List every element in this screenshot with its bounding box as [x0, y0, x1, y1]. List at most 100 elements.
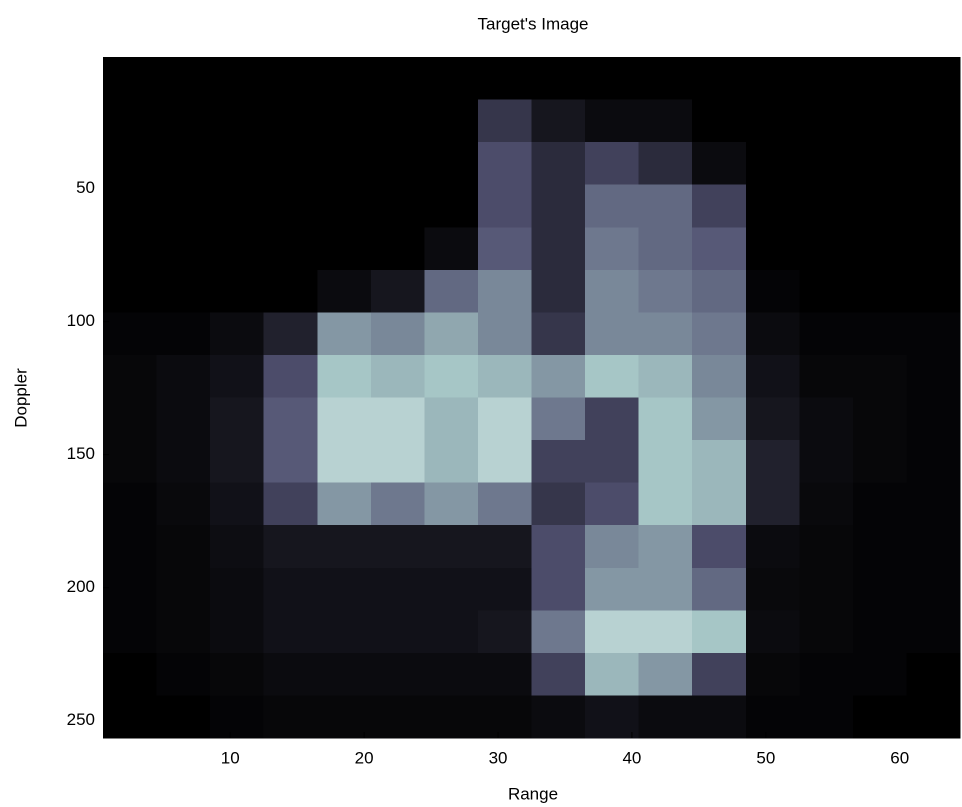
heatmap-cell	[853, 525, 907, 568]
y-axis-label: Doppler	[11, 368, 30, 428]
heatmap-cell	[746, 270, 800, 313]
heatmap-cell	[478, 185, 532, 228]
heatmap-cell	[799, 100, 853, 143]
heatmap-cell	[424, 695, 478, 738]
heatmap-cell	[478, 568, 532, 611]
heatmap-cell	[585, 440, 639, 483]
heatmap-cell	[371, 483, 425, 526]
heatmap-cell	[639, 312, 693, 355]
heatmap-cell	[906, 227, 960, 270]
heatmap-cell	[906, 57, 960, 100]
heatmap-cell	[424, 525, 478, 568]
heatmap-cell	[264, 568, 318, 611]
heatmap-cell	[478, 653, 532, 696]
heatmap-cell	[853, 355, 907, 398]
heatmap-cell	[478, 227, 532, 270]
heatmap-cell	[906, 568, 960, 611]
heatmap-cell	[210, 610, 264, 653]
heatmap-cell	[478, 398, 532, 441]
heatmap-cell	[639, 185, 693, 228]
heatmap-cell	[585, 483, 639, 526]
heatmap-cell	[853, 270, 907, 313]
heatmap-cell	[424, 312, 478, 355]
heatmap-cell	[799, 185, 853, 228]
heatmap-cell	[371, 610, 425, 653]
heatmap-cell	[746, 185, 800, 228]
heatmap-cell	[746, 653, 800, 696]
heatmap-cell	[692, 355, 746, 398]
heatmap-cell	[906, 398, 960, 441]
heatmap-cell	[103, 142, 157, 185]
heatmap-cell	[264, 100, 318, 143]
heatmap-cell	[692, 185, 746, 228]
heatmap-cell	[799, 653, 853, 696]
heatmap-cells	[103, 57, 961, 739]
heatmap-cell	[692, 100, 746, 143]
heatmap-cell	[906, 695, 960, 738]
heatmap-cell	[853, 185, 907, 228]
heatmap-cell	[853, 100, 907, 143]
heatmap-cell	[424, 185, 478, 228]
heatmap-cell	[317, 483, 371, 526]
x-tick-label: 50	[756, 748, 775, 767]
heatmap-cell	[906, 185, 960, 228]
heatmap-cell	[317, 312, 371, 355]
heatmap-cell	[799, 142, 853, 185]
heatmap-cell	[906, 610, 960, 653]
heatmap-cell	[906, 440, 960, 483]
heatmap-cell	[746, 695, 800, 738]
heatmap-cell	[371, 142, 425, 185]
heatmap-cell	[478, 483, 532, 526]
heatmap-cell	[746, 483, 800, 526]
heatmap-cell	[317, 227, 371, 270]
x-tick-label: 20	[355, 748, 374, 767]
heatmap-cell	[424, 142, 478, 185]
heatmap-cell	[157, 270, 211, 313]
heatmap-cell	[906, 483, 960, 526]
heatmap-cell	[746, 100, 800, 143]
heatmap-cell	[210, 227, 264, 270]
heatmap-cell	[639, 270, 693, 313]
heatmap-cell	[103, 568, 157, 611]
heatmap-cell	[210, 440, 264, 483]
heatmap-cell	[585, 398, 639, 441]
heatmap-cell	[157, 568, 211, 611]
heatmap-cell	[317, 695, 371, 738]
heatmap-cell	[692, 653, 746, 696]
heatmap-cell	[585, 312, 639, 355]
heatmap-cell	[424, 57, 478, 100]
heatmap-cell	[478, 440, 532, 483]
heatmap-cell	[799, 57, 853, 100]
heatmap-cell	[532, 312, 586, 355]
heatmap-cell	[157, 57, 211, 100]
heatmap-cell	[639, 142, 693, 185]
heatmap-cell	[853, 142, 907, 185]
heatmap-cell	[532, 653, 586, 696]
heatmap-cell	[585, 57, 639, 100]
heatmap-cell	[210, 568, 264, 611]
heatmap-cell	[532, 57, 586, 100]
heatmap-cell	[478, 525, 532, 568]
heatmap-cell	[264, 695, 318, 738]
heatmap-cell	[264, 525, 318, 568]
heatmap-cell	[585, 270, 639, 313]
heatmap-cell	[746, 355, 800, 398]
heatmap-cell	[585, 227, 639, 270]
heatmap-cell	[317, 100, 371, 143]
heatmap-cell	[264, 653, 318, 696]
heatmap-cell	[264, 398, 318, 441]
heatmap-cell	[103, 312, 157, 355]
heatmap-cell	[103, 270, 157, 313]
heatmap-cell	[424, 483, 478, 526]
page: {"chart_data": { "type": "heatmap", "tit…	[0, 0, 962, 807]
heatmap-cell	[371, 227, 425, 270]
heatmap-cell	[424, 100, 478, 143]
heatmap-cell	[639, 440, 693, 483]
heatmap-cell	[639, 525, 693, 568]
heatmap-cell	[210, 653, 264, 696]
heatmap-cell	[853, 695, 907, 738]
heatmap-cell	[532, 227, 586, 270]
heatmap-cell	[157, 142, 211, 185]
heatmap-cell	[317, 568, 371, 611]
heatmap-cell	[264, 440, 318, 483]
